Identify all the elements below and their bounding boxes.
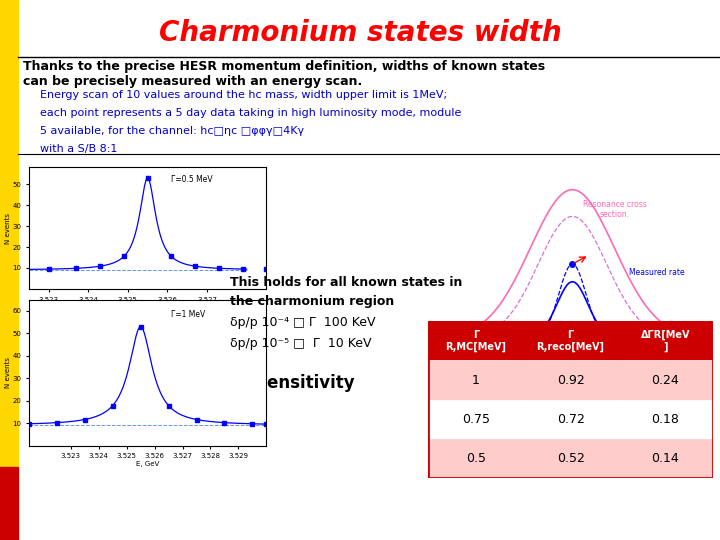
- Text: 0.18: 0.18: [652, 413, 680, 426]
- Bar: [523, 438, 618, 478]
- Text: 0.52: 0.52: [557, 452, 585, 465]
- Bar: [0, 0, 18, 470]
- Text: Γ=0.5 MeV: Γ=0.5 MeV: [171, 175, 213, 184]
- Bar: [428, 321, 523, 361]
- X-axis label: E, GeV: E, GeV: [136, 304, 159, 310]
- Text: the charmonium region: the charmonium region: [230, 295, 394, 308]
- Text: Measured rate: Measured rate: [629, 268, 684, 278]
- Bar: [618, 400, 713, 438]
- Text: Γ
R,reco[MeV]: Γ R,reco[MeV]: [536, 330, 605, 352]
- Bar: [523, 361, 618, 400]
- Text: 1: 1: [472, 374, 480, 387]
- Bar: [428, 438, 523, 478]
- Y-axis label: N events: N events: [5, 357, 11, 388]
- X-axis label: E, GeV: E, GeV: [136, 461, 159, 467]
- Text: 0.24: 0.24: [652, 374, 679, 387]
- Bar: [428, 400, 523, 438]
- Text: This holds for all known states in: This holds for all known states in: [230, 276, 462, 289]
- Y-axis label: N events: N events: [5, 213, 11, 244]
- Text: can be precisely measured with an energy scan.: can be precisely measured with an energy…: [23, 75, 362, 87]
- Text: ΔΓR[MeV
]: ΔΓR[MeV ]: [641, 330, 690, 352]
- Text: with a S/B 8:1: with a S/B 8:1: [40, 144, 117, 154]
- Bar: [523, 321, 618, 361]
- Text: Resonance cross
section.: Resonance cross section.: [582, 200, 647, 219]
- Text: 0.72: 0.72: [557, 413, 585, 426]
- Bar: [523, 400, 618, 438]
- Text: Charmonium states width: Charmonium states width: [158, 19, 562, 47]
- Text: 0.75: 0.75: [462, 413, 490, 426]
- Text: 0.92: 0.92: [557, 374, 585, 387]
- Bar: [618, 321, 713, 361]
- Text: δp/p 10⁻⁵ □  Γ  10 KeV: δp/p 10⁻⁵ □ Γ 10 KeV: [230, 337, 371, 350]
- Bar: [618, 361, 713, 400]
- Bar: [0, 467, 18, 540]
- Text: Energy scan of 10 values around the hc mass, width upper limit is 1MeV;: Energy scan of 10 values around the hc m…: [40, 90, 446, 100]
- Text: each point represents a 5 day data taking in high luminosity mode, module: each point represents a 5 day data takin…: [40, 108, 461, 118]
- Text: 0.14: 0.14: [652, 452, 679, 465]
- Text: 5 available, for the channel: hc□ηc □φφγ□4Kγ: 5 available, for the channel: hc□ηc □φφγ…: [40, 126, 304, 136]
- Text: Thanks to the precise HESR momentum definition, widths of known states: Thanks to the precise HESR momentum defi…: [23, 60, 545, 73]
- Text: 0.5: 0.5: [466, 452, 486, 465]
- Bar: [618, 438, 713, 478]
- Text: δp/p 10⁻⁴ □ Γ  100 KeV: δp/p 10⁻⁴ □ Γ 100 KeV: [230, 316, 375, 329]
- Bar: [428, 361, 523, 400]
- Text: Γ=1 MeV: Γ=1 MeV: [171, 310, 206, 319]
- Text: Sensitivity: Sensitivity: [256, 374, 356, 393]
- Text: Γ
R,MC[MeV]: Γ R,MC[MeV]: [445, 330, 506, 352]
